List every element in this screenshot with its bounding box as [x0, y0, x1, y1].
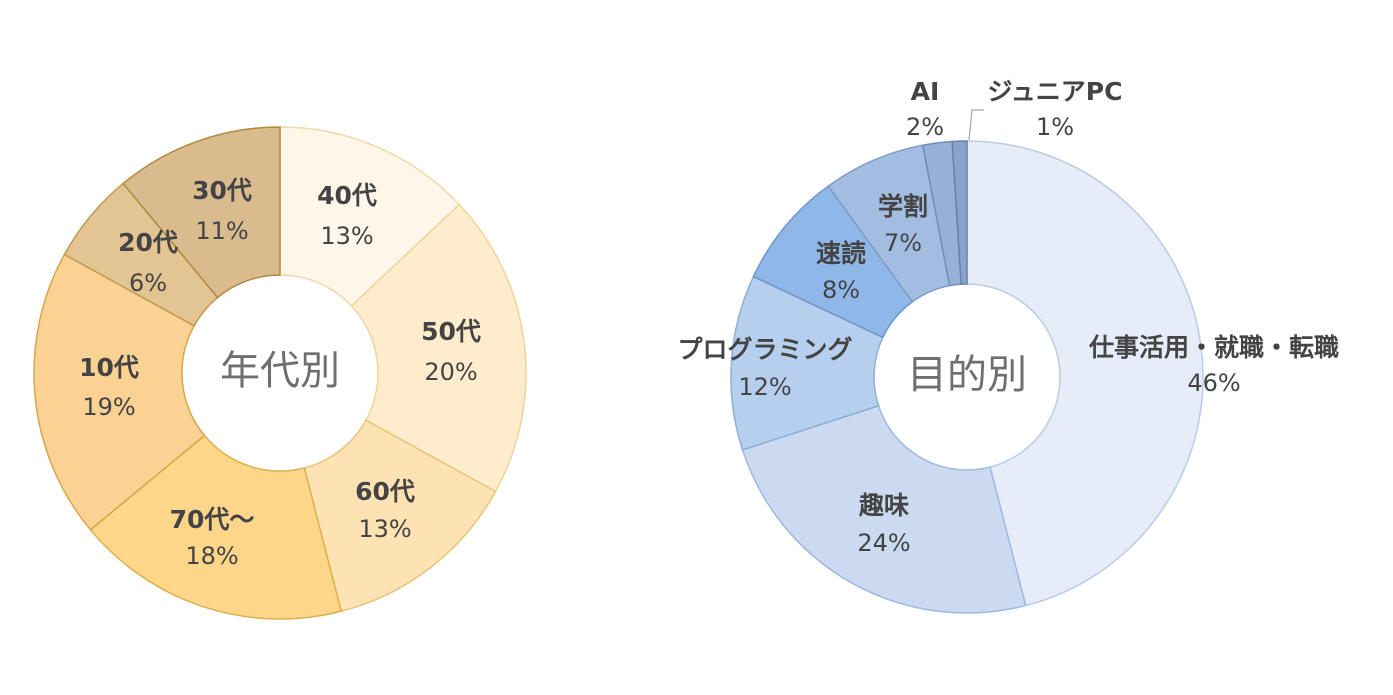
- slice-value-label: 7%: [884, 229, 922, 257]
- slice-label: 趣味: [858, 491, 909, 520]
- leader-line: [968, 109, 984, 141]
- slice-label: 学割: [878, 192, 928, 221]
- donut-chart-age: 40代 13% 50代 20% 60代 13% 70代～ 18% 10代 19% 20代 6% 30代 1…: [33, 126, 527, 620]
- slice-label: 70代～: [170, 505, 255, 534]
- slice-value-label: 6%: [129, 269, 167, 297]
- slice-value-label: 12%: [738, 373, 791, 401]
- slice-label: 10代: [79, 353, 139, 382]
- pie-slice: [303, 419, 497, 613]
- chart-title: 目的別: [907, 352, 1027, 398]
- slice-label: 仕事活用・就職・転職: [1088, 333, 1339, 362]
- slice-value-label: 11%: [195, 217, 248, 245]
- slice-value-label: 1%: [1036, 113, 1074, 141]
- slice-label: 速読: [816, 239, 866, 268]
- pie-slice: [741, 404, 1027, 614]
- pie-slice: [951, 140, 968, 285]
- pie-slice: [122, 126, 281, 299]
- slice-value-label: 13%: [358, 515, 411, 543]
- slice-value-label: 13%: [320, 222, 373, 250]
- slice-label: 50代: [421, 317, 481, 346]
- donut-chart-purpose: 仕事活用・就職・転職 46% 趣味 24% プログラミング 12% 速読 8% 学割 7% AI 2%…: [677, 77, 1339, 614]
- slice-label: 30代: [192, 176, 252, 205]
- slice-value-label: 46%: [1187, 369, 1240, 397]
- slice-value-label: 18%: [185, 542, 238, 570]
- slice-value-label: 24%: [857, 529, 910, 557]
- chart-title: 年代別: [220, 348, 340, 394]
- slice-label: 40代: [317, 181, 377, 210]
- pie-slice: [33, 253, 206, 531]
- slice-value-label: 19%: [82, 393, 135, 421]
- pie-slice: [966, 140, 1204, 607]
- slice-label: 60代: [355, 477, 415, 506]
- slice-value-label: 2%: [906, 113, 944, 141]
- slice-label: 20代: [118, 228, 178, 257]
- slice-label: ジュニアPC: [988, 77, 1123, 106]
- pie-slice: [350, 203, 527, 493]
- pie-slice: [279, 126, 461, 307]
- slice-label: AI: [911, 77, 940, 106]
- slice-value-label: 20%: [424, 358, 477, 386]
- pie-slice: [89, 434, 343, 620]
- slice-value-label: 8%: [822, 276, 860, 304]
- slice-label: プログラミング: [677, 335, 852, 364]
